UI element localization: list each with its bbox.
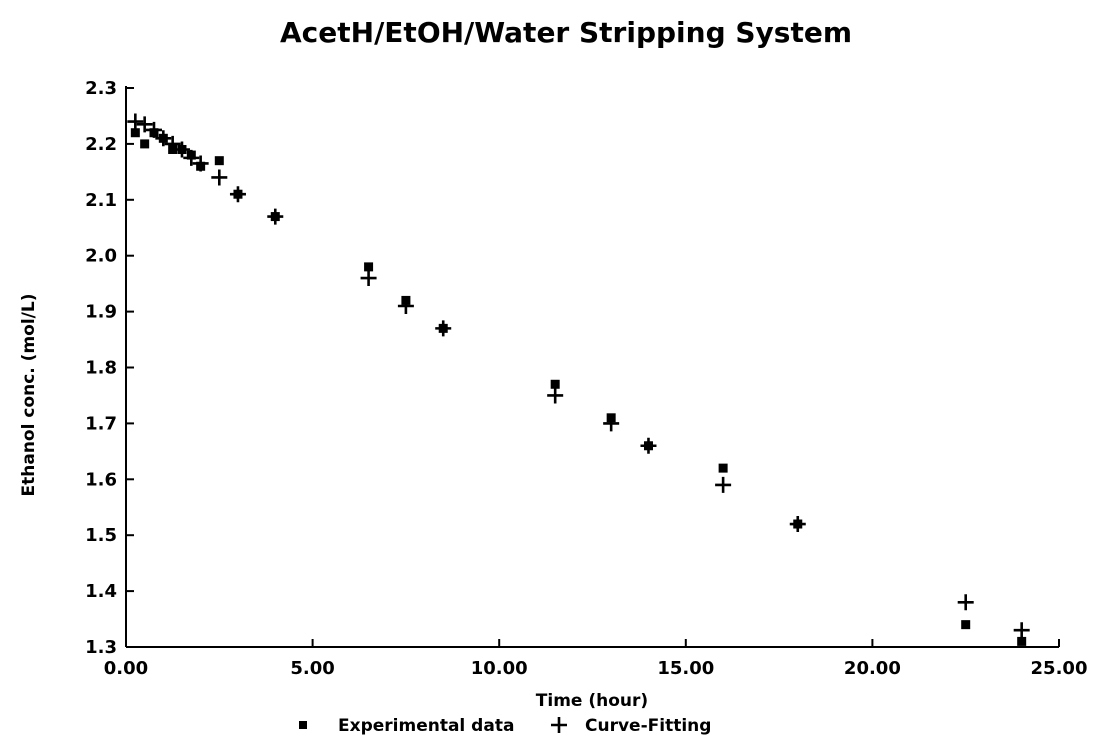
y-tick-label: 1.9	[85, 302, 117, 323]
x-tick-label: 0.00	[104, 658, 148, 679]
experimental-data-point	[718, 463, 728, 473]
curve-fitting-point	[547, 387, 564, 404]
chart-title: AcetH/EtOH/Water Stripping System	[280, 16, 852, 49]
y-tick-label: 1.4	[85, 581, 117, 602]
curve-fitting-point	[715, 476, 732, 493]
series-square	[130, 128, 1027, 646]
x-tick-label: 20.00	[844, 658, 901, 679]
legend-label-curve-fitting: Curve-Fitting	[585, 716, 711, 736]
x-tick-label: 25.00	[1031, 658, 1088, 679]
y-tick-label: 2.1	[85, 190, 117, 211]
y-tick-label: 1.5	[85, 525, 117, 546]
legend-square-marker	[299, 721, 307, 729]
curve-fitting-point	[789, 516, 806, 533]
curve-fitting-point	[603, 415, 620, 432]
y-tick-label: 2.3	[85, 78, 117, 99]
experimental-data-point	[1017, 636, 1027, 646]
x-tick-labels: 0.00 5.00 10.00 15.00 20.00 25.00	[104, 658, 1088, 679]
y-tick-label: 2.2	[85, 134, 117, 155]
y-tick-label: 1.8	[85, 358, 117, 379]
curve-fitting-point	[211, 169, 228, 186]
y-tick-label: 1.6	[85, 469, 117, 490]
axes	[125, 86, 1060, 648]
curve-fitting-point	[435, 320, 452, 337]
experimental-data-point	[130, 128, 140, 138]
y-axis-label: Ethanol conc. (mol/L)	[19, 294, 39, 497]
curve-fitting-point	[136, 116, 153, 133]
curve-fitting-point	[173, 141, 190, 158]
curve-fitting-point	[183, 149, 200, 166]
curve-fitting-point	[127, 113, 144, 130]
experimental-data-point	[214, 156, 224, 166]
series-plus	[127, 113, 1030, 639]
experimental-data-point	[961, 620, 971, 630]
y-tick-label: 1.7	[85, 413, 117, 434]
curve-fitting-point	[397, 298, 414, 315]
curve-fitting-point	[640, 437, 657, 454]
curve-fitting-point	[267, 208, 284, 225]
experimental-data-point	[364, 262, 374, 272]
x-tick-label: 15.00	[657, 658, 714, 679]
curve-fitting-point	[192, 155, 209, 172]
curve-fitting-point	[957, 594, 974, 611]
curve-fitting-point	[360, 270, 377, 287]
curve-fitting-point	[145, 121, 162, 138]
y-tick-label: 1.3	[85, 637, 117, 658]
x-axis-label: Time (hour)	[536, 691, 648, 711]
y-tick-label: 2.0	[85, 246, 117, 267]
x-tick-label: 5.00	[290, 658, 334, 679]
x-tick-label: 10.00	[471, 658, 528, 679]
curve-fitting-point	[1013, 622, 1030, 639]
legend: Experimental data Curve-Fitting	[299, 716, 711, 736]
curve-fitting-point	[155, 130, 172, 147]
legend-label-experimental: Experimental data	[338, 716, 514, 736]
experimental-data-point	[550, 379, 560, 389]
curve-fitting-point	[229, 186, 246, 203]
data-points	[127, 113, 1030, 646]
curve-fitting-point	[164, 135, 181, 152]
y-tick-labels: 1.3 1.4 1.5 1.6 1.7 1.8 1.9 2.0 2.1 2.2 2.3	[85, 78, 117, 658]
experimental-data-point	[140, 139, 150, 149]
legend-plus-marker	[551, 717, 567, 733]
